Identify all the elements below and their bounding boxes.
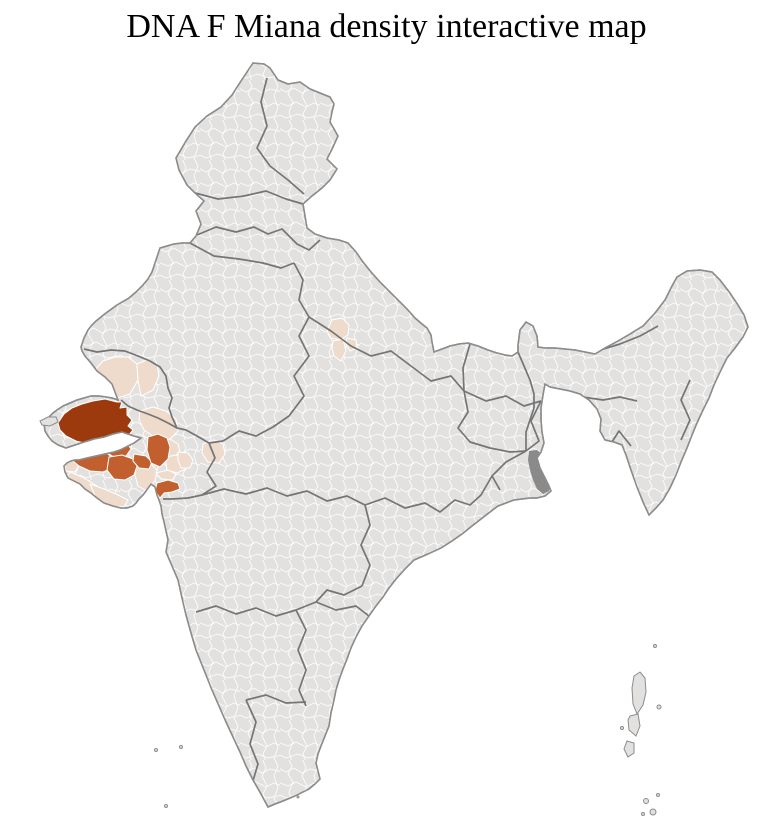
- district-medium-surendranagar[interactable]: [146, 433, 171, 468]
- district-low-north-gujarat-3[interactable]: [138, 406, 179, 441]
- district-low-south-rajasthan[interactable]: [201, 439, 226, 464]
- page-title: DNA F Miana density interactive map: [126, 8, 647, 45]
- district-low-coastal-gujarat[interactable]: [155, 469, 177, 481]
- nicobar-islands: [641, 793, 660, 816]
- district-mesh-overlay: [44, 63, 748, 807]
- district-low-uttar-pradesh-1[interactable]: [326, 317, 350, 341]
- state-borders: [83, 77, 691, 797]
- district-medium-rajkot[interactable]: [106, 454, 138, 481]
- lakshadweep-islands: [154, 745, 300, 808]
- kutch-west-islet: [39, 416, 59, 427]
- district-medium-botad[interactable]: [132, 453, 153, 470]
- district-low-central-gujarat-3[interactable]: [177, 451, 194, 469]
- andaman-islands: [620, 644, 662, 758]
